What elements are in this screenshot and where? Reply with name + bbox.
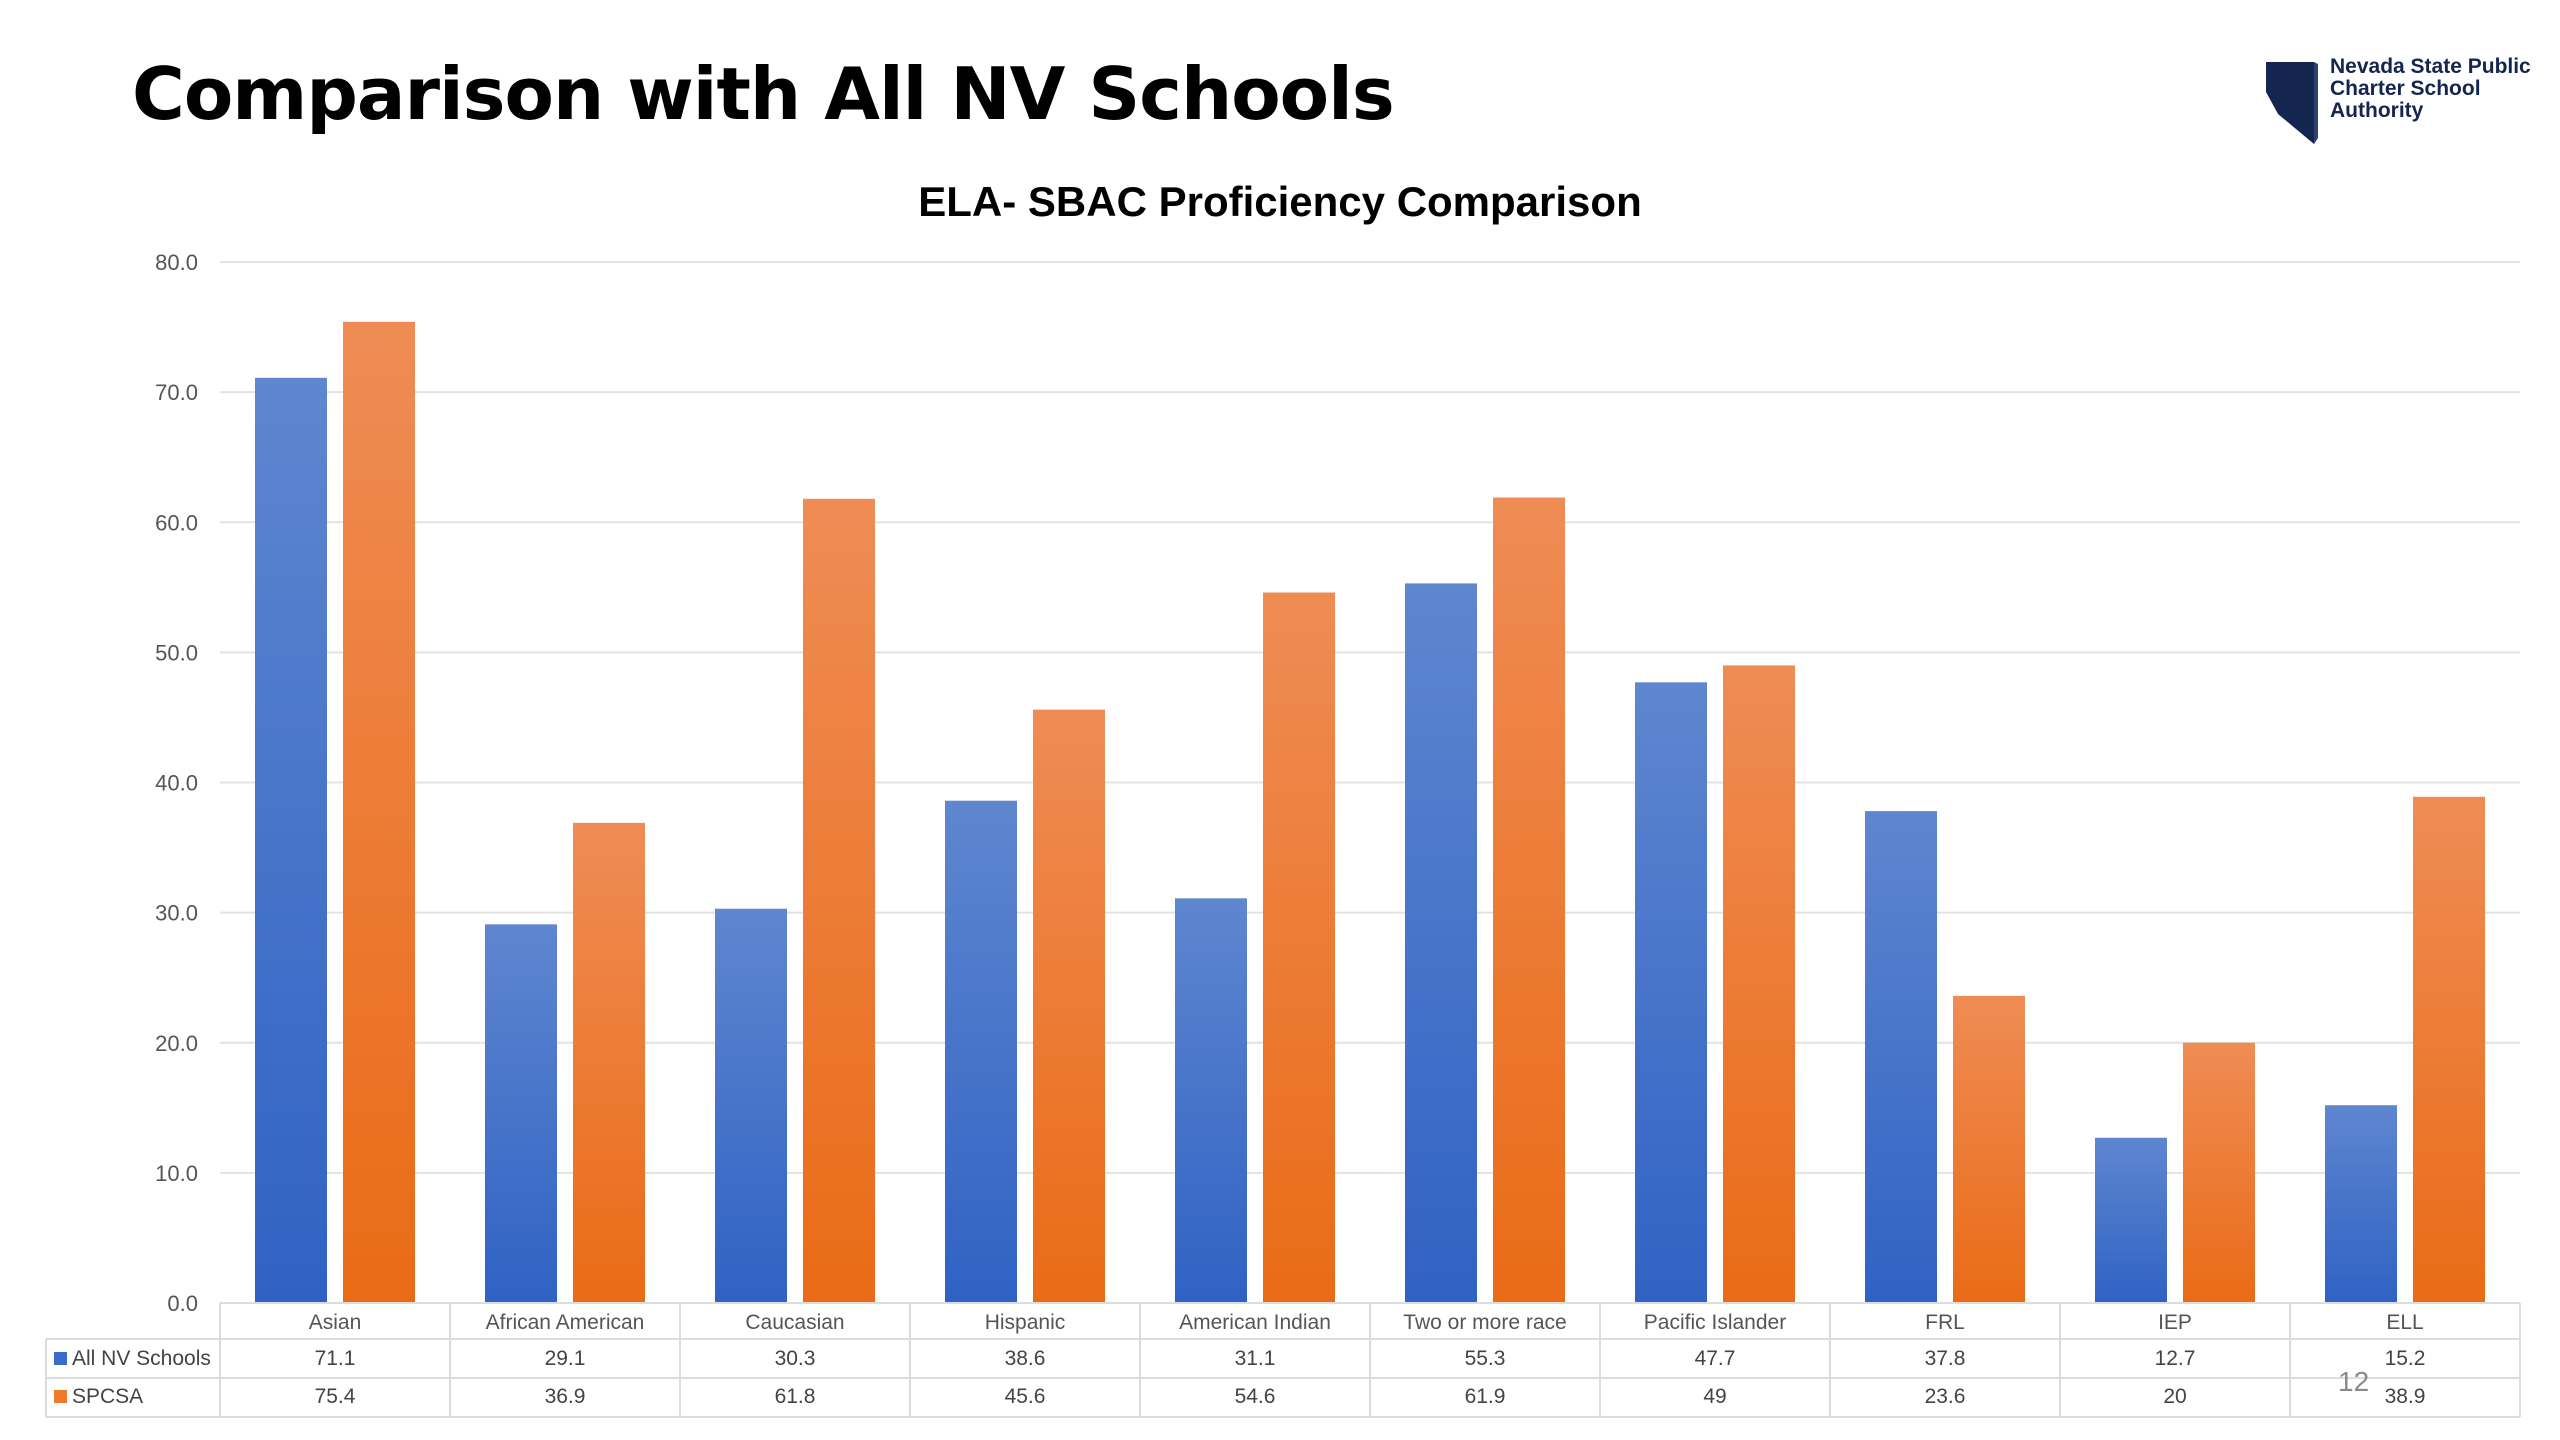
table-value: 61.8 <box>775 1385 816 1408</box>
bar-spcsa <box>1033 709 1105 1303</box>
table-value: 61.9 <box>1465 1385 1506 1408</box>
bar-spcsa <box>2183 1042 2255 1303</box>
data-table: Asian African American Caucasian Hispanic Am… <box>45 1302 2521 1418</box>
bar-spcsa <box>1493 497 1565 1303</box>
nevada-state-shape-icon <box>2266 62 2318 144</box>
table-value: 12.7 <box>2155 1347 2196 1370</box>
table-value: 47.7 <box>1695 1347 1736 1370</box>
bar-all-nv-schools <box>2095 1137 2167 1303</box>
bar-all-nv-schools <box>485 924 557 1303</box>
table-value: 54.6 <box>1235 1385 1276 1408</box>
logo-line-3: Authority <box>2330 99 2424 122</box>
bars <box>255 321 2485 1303</box>
table-value: 36.9 <box>545 1385 586 1408</box>
y-tick-label: 50.0 <box>155 640 198 665</box>
bar-all-nv-schools <box>1635 682 1707 1303</box>
logo-line-1: Nevada State Public <box>2330 55 2531 78</box>
x-category-label: Pacific Islander <box>1644 1311 1786 1334</box>
bar-all-nv-schools <box>715 908 787 1303</box>
bar-all-nv-schools <box>1865 811 1937 1303</box>
table-value: 38.9 <box>2385 1385 2426 1408</box>
table-value: 30.3 <box>775 1347 816 1370</box>
x-category-label: Hispanic <box>985 1311 1066 1334</box>
bar-spcsa <box>1263 592 1335 1303</box>
table-value: 20 <box>2163 1385 2186 1408</box>
bar-spcsa <box>2413 796 2485 1303</box>
bar-spcsa <box>1723 665 1795 1303</box>
legend-swatch <box>54 1352 67 1365</box>
table-value: 38.6 <box>1005 1347 1046 1370</box>
logo-line-2: Charter School <box>2330 77 2481 100</box>
legend-label: All NV Schools <box>72 1347 211 1370</box>
slide-title: Comparison with All NV Schools <box>132 52 1395 136</box>
bar-all-nv-schools <box>255 377 327 1303</box>
x-category-label: Two or more race <box>1403 1311 1566 1334</box>
y-tick-label: 20.0 <box>155 1031 198 1056</box>
x-category-label: American Indian <box>1179 1311 1331 1334</box>
bar-all-nv-schools <box>1405 583 1477 1303</box>
table-value: 37.8 <box>1925 1347 1966 1370</box>
bar-spcsa <box>1953 995 2025 1303</box>
x-category-label: African American <box>486 1311 645 1334</box>
table-value: 29.1 <box>545 1347 586 1370</box>
legend-swatch <box>54 1390 67 1403</box>
bar-spcsa <box>343 321 415 1303</box>
bar-spcsa <box>803 498 875 1303</box>
x-category-label: Caucasian <box>745 1311 844 1334</box>
table-value: 55.3 <box>1465 1347 1506 1370</box>
y-tick-label: 0.0 <box>167 1291 198 1316</box>
y-tick-label: 30.0 <box>155 901 198 926</box>
table-value: 23.6 <box>1925 1385 1966 1408</box>
table-value: 71.1 <box>315 1347 356 1370</box>
y-tick-label: 60.0 <box>155 510 198 535</box>
x-category-label: ELL <box>2386 1311 2423 1334</box>
y-tick-label: 10.0 <box>155 1161 198 1186</box>
bar-spcsa <box>573 822 645 1303</box>
table-value: 15.2 <box>2385 1347 2426 1370</box>
y-tick-label: 80.0 <box>155 250 198 275</box>
y-tick-label: 40.0 <box>155 771 198 796</box>
bar-all-nv-schools <box>2325 1105 2397 1303</box>
page-number: 12 <box>2338 1366 2370 1397</box>
chart-title: ELA- SBAC Proficiency Comparison <box>918 178 1642 225</box>
table-value: 45.6 <box>1005 1385 1046 1408</box>
table-value: 75.4 <box>315 1385 356 1408</box>
bar-all-nv-schools <box>945 800 1017 1303</box>
bar-all-nv-schools <box>1175 898 1247 1303</box>
x-category-label: IEP <box>2158 1311 2192 1334</box>
y-tick-label: 70.0 <box>155 380 198 405</box>
table-value: 31.1 <box>1235 1347 1276 1370</box>
logo-text: Nevada State Public Charter School Autho… <box>2330 56 2531 122</box>
x-category-label: Asian <box>309 1311 362 1334</box>
legend-label: SPCSA <box>72 1385 143 1408</box>
nevada-spcsa-logo: Nevada State Public Charter School Autho… <box>2264 52 2554 152</box>
table-value: 49 <box>1703 1385 1726 1408</box>
x-category-label: FRL <box>1925 1311 1965 1334</box>
